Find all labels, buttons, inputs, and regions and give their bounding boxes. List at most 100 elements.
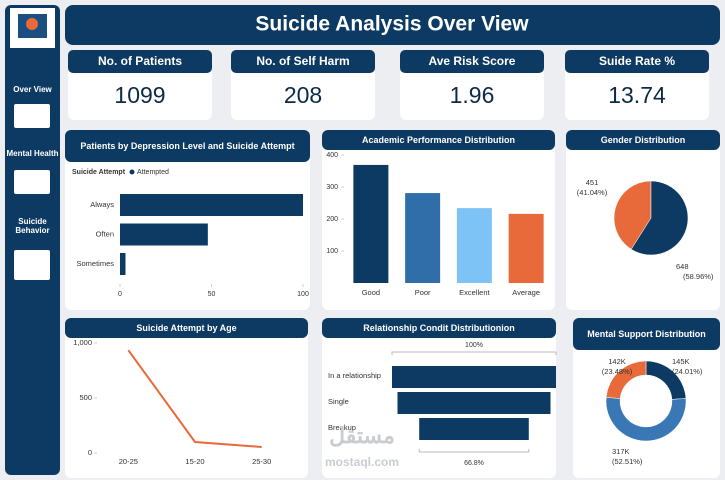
overview-icon[interactable] xyxy=(14,104,50,128)
panel-title-bar xyxy=(65,130,310,162)
bar xyxy=(120,253,126,275)
panel xyxy=(65,318,308,478)
kpi-label: Ave Risk Score xyxy=(429,54,516,68)
y-tick-label: 500 xyxy=(79,393,92,402)
data-label: 66.8% xyxy=(464,460,484,467)
data-label: 142K xyxy=(608,357,626,366)
y-tick-label: 100 xyxy=(326,248,338,255)
bar xyxy=(120,194,303,216)
header-bar xyxy=(65,5,720,45)
percent-label: (52.51%) xyxy=(612,457,643,466)
panel-title: Patients by Depression Level and Suicide… xyxy=(80,140,295,151)
percent-label: (58.96%) xyxy=(683,272,714,281)
panel-title: Gender Distribution xyxy=(600,134,686,145)
percent-label: (24.01%) xyxy=(672,367,703,376)
percent-label: (41.04%) xyxy=(577,188,608,197)
panel-title-bar xyxy=(65,318,308,338)
panel xyxy=(65,130,310,310)
panel-title-box: Patients by Depression Level and Suicide… xyxy=(80,140,295,151)
panel-title-bar xyxy=(322,318,556,338)
x-tick-label: 0 xyxy=(118,291,122,298)
panel-title-box: Academic Performance Distribution xyxy=(361,134,516,145)
panel-title-bar xyxy=(573,318,720,350)
category-label: Single xyxy=(328,397,349,406)
kpi-header xyxy=(231,50,375,73)
bar xyxy=(120,223,208,246)
data-label: 145K xyxy=(672,357,690,366)
panel-title-bar xyxy=(322,130,555,150)
x-tick-label: Excellent xyxy=(459,288,490,297)
donut-slice xyxy=(605,360,647,399)
funnel-bar xyxy=(397,392,551,414)
y-tick-label: 1,000 xyxy=(73,338,92,347)
legend-title: Suicide Attempt xyxy=(72,169,126,176)
dashboard-title: Suicide Analysis Over View xyxy=(255,13,529,36)
kpi-header xyxy=(68,50,212,73)
panel-title: Relationship Condit Distributionion xyxy=(363,322,515,333)
panel-title: Mental Support Distribution xyxy=(587,328,706,339)
x-tick-label: Good xyxy=(362,288,380,297)
x-tick-label: 20-25 xyxy=(119,457,138,466)
y-tick-label: 300 xyxy=(326,184,338,191)
kpi-header xyxy=(400,50,544,73)
y-tick-label: 200 xyxy=(326,216,338,223)
kpi-value: 1.96 xyxy=(450,82,495,108)
x-tick-label: 15-20 xyxy=(185,457,204,466)
x-tick-label: Poor xyxy=(415,288,431,297)
data-label: 100% xyxy=(465,342,483,349)
panel-title-box: Relationship Condit Distributionion xyxy=(363,322,515,333)
kpi-label: No. of Self Harm xyxy=(256,54,349,68)
nav-item[interactable]: Mental Health xyxy=(6,148,59,158)
data-label: 648 xyxy=(676,262,689,271)
funnel-bracket xyxy=(418,449,530,453)
watermark-arabic: مستقل xyxy=(329,423,395,448)
panel-title-box: Suicide Attempt by Age xyxy=(136,322,237,333)
nav-item-box: Mental Health xyxy=(6,148,59,158)
panel-title: Suicide Attempt by Age xyxy=(136,322,237,333)
nav-item-box: Over View xyxy=(13,84,52,94)
kpi-label: No. of Patients xyxy=(98,54,182,68)
x-tick-label: Average xyxy=(512,288,540,297)
funnel-bracket xyxy=(391,351,557,355)
nav-item-box: Suicide Behavior xyxy=(15,217,50,235)
mental-health-icon[interactable] xyxy=(14,170,50,194)
panel-title-bar xyxy=(566,130,720,150)
pie-slice xyxy=(630,180,689,256)
percent-label: (23.48%) xyxy=(602,367,633,376)
legend-swatch xyxy=(129,169,135,175)
panel xyxy=(573,318,720,478)
y-tick-label: Always xyxy=(90,200,114,209)
bar xyxy=(405,193,441,283)
funnel-bar xyxy=(419,418,529,440)
panel-title: Academic Performance Distribution xyxy=(361,134,516,145)
data-label: 317K xyxy=(612,447,630,456)
category-label: Breakup xyxy=(328,423,356,432)
kpi-header xyxy=(565,50,709,73)
y-tick-label: Sometimes xyxy=(76,259,114,268)
y-tick-label: 0 xyxy=(88,448,92,457)
category-label: In a relationship xyxy=(328,371,381,380)
nav-item[interactable]: Suicide Behavior xyxy=(15,217,50,235)
kpi-value: 1099 xyxy=(114,82,165,108)
bar xyxy=(456,208,492,283)
x-tick-label: 25-30 xyxy=(252,457,271,466)
panel-title-box: Mental Support Distribution xyxy=(587,328,706,339)
sidebar xyxy=(5,5,60,475)
watermark-latin: mostaql.com xyxy=(325,455,399,469)
x-tick-label: 50 xyxy=(208,291,216,298)
y-tick-label: 400 xyxy=(326,152,338,159)
bar xyxy=(353,164,389,283)
donut-slice xyxy=(605,396,687,442)
nav-item[interactable]: Over View xyxy=(13,84,52,94)
behavior-icon[interactable] xyxy=(14,250,50,280)
kpi-value: 208 xyxy=(284,82,322,108)
kpi-value: 13.74 xyxy=(608,82,666,108)
legend-label: Attempted xyxy=(137,169,169,176)
data-label: 451 xyxy=(586,178,599,187)
y-tick-label: Often xyxy=(96,229,114,238)
bar xyxy=(508,213,544,283)
panel-title-box: Gender Distribution xyxy=(600,134,686,145)
funnel-bar xyxy=(392,366,556,388)
